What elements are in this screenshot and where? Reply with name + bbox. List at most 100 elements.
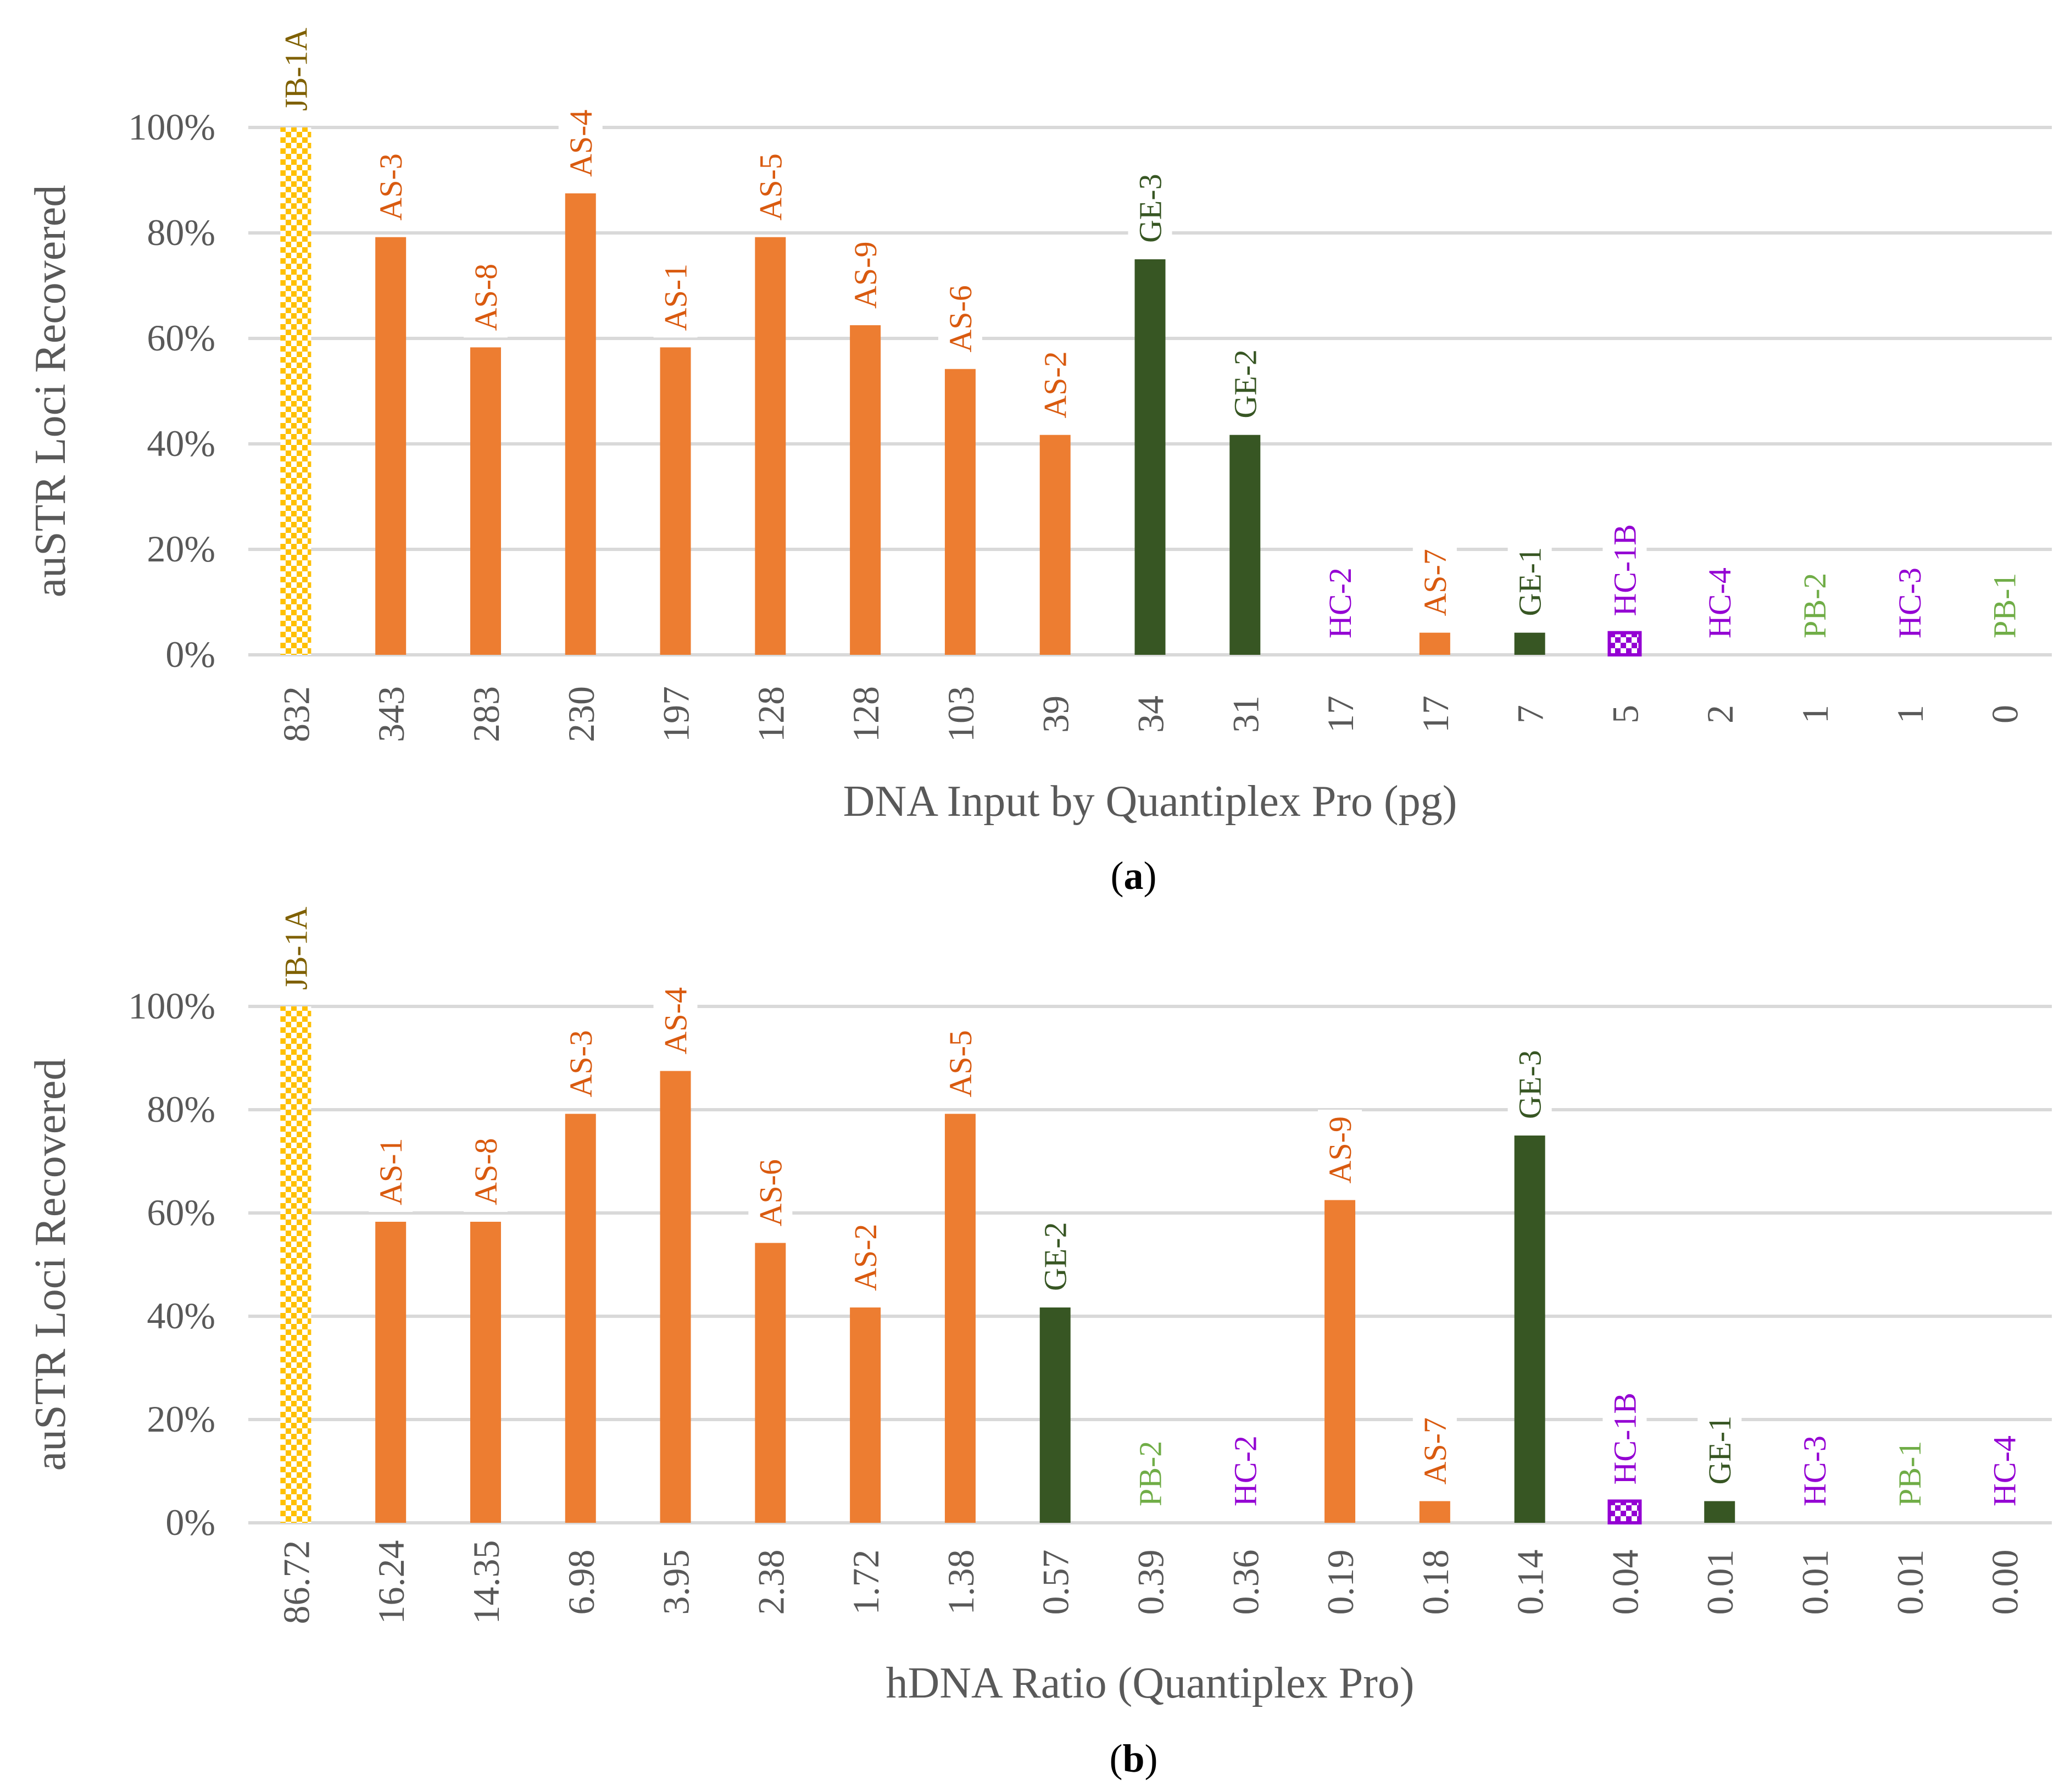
bar-as-9 [1324, 1200, 1356, 1523]
caption-letter: a [1124, 854, 1144, 898]
x-axis-title: hDNA Ratio (Quantiplex Pro) [886, 1659, 1414, 1707]
bar-label-background [1602, 517, 1647, 623]
bar-as-8 [470, 1221, 501, 1523]
bar-ge-1 [1514, 632, 1545, 655]
bar-data-label: PB-2 [1797, 573, 1833, 638]
bar-as-2 [850, 1307, 881, 1523]
x-tick-label: 103 [940, 686, 982, 742]
bar-label-background [274, 21, 318, 118]
x-tick-labels: 86.72 16.24 14.35 6.98 3.95 2.38 1.72 1.38 0.57 0… [275, 1540, 2025, 1624]
x-tick-label: 7 [1510, 705, 1551, 724]
bar-data-label: HC-3 [1892, 567, 1928, 638]
bar-label-background [938, 1023, 982, 1104]
bar-label-background [1793, 566, 1837, 645]
bar-hc-1b [1607, 631, 1642, 657]
bar-data-label: AS-7 [1417, 1417, 1453, 1484]
bar-label-background [1982, 566, 2027, 645]
bar-label-background [558, 103, 603, 183]
bar-data-label: GE-2 [1038, 1222, 1073, 1291]
x-tick-label: 17 [1415, 695, 1456, 733]
x-tick-label: 17 [1320, 695, 1361, 733]
x-tick-label: 2.38 [750, 1550, 792, 1615]
bar-label-background [1697, 1409, 1742, 1492]
bar-data-label: PB-2 [1133, 1441, 1168, 1506]
x-tick-label: 86.72 [275, 1540, 317, 1624]
bar-label-background [1887, 1434, 1932, 1513]
bar-ge-2 [1039, 1307, 1071, 1523]
bar-label-background [1697, 561, 1742, 645]
bar-label-background [1412, 542, 1457, 623]
x-tick-labels: 832 343 283 230 197 128 128 103 39 34 31 17 17 7 5 2 1 1 0 [275, 686, 2025, 742]
x-tick-label: 0.57 [1035, 1550, 1077, 1615]
y-tick-label: 20% [147, 528, 215, 570]
caption-open-paren: ( [1111, 854, 1124, 898]
bar-data-label: HC-4 [1987, 1435, 2023, 1506]
y-tick-label: 0% [165, 1501, 215, 1543]
x-tick-label: 0.01 [1889, 1550, 1931, 1615]
bar-label-background [1033, 1215, 1077, 1298]
bar-data-label: PB-1 [1987, 573, 2023, 638]
x-tick-label: 0.36 [1224, 1550, 1266, 1615]
bar-data-label: JB-1A [278, 27, 314, 111]
bar-data-label: AS-1 [658, 264, 694, 331]
y-tick-labels: 0% 20% 40% 60% 80% 100% [128, 106, 215, 675]
y-tick-labels: 0% 20% 40% 60% 80% 100% [128, 985, 215, 1543]
chart-panel-b: JB-1A AS-1 AS-8 AS-3 AS-4 AS-6 AS-2 AS-5 GE-2 PB-… [26, 900, 2052, 1780]
bar-data-label: GE-1 [1702, 1416, 1738, 1485]
bar-label-background [843, 1217, 888, 1298]
bar-data-label: HC-3 [1797, 1435, 1833, 1506]
x-tick-label: 0.00 [1984, 1550, 2026, 1615]
bar-as-5 [755, 237, 786, 655]
x-tick-label: 6.98 [560, 1550, 602, 1615]
gridlines [248, 1005, 2052, 1524]
y-tick-label: 20% [147, 1398, 215, 1440]
x-tick-label: 39 [1035, 695, 1077, 733]
x-tick-label: 34 [1130, 695, 1172, 733]
bar-label-background [1412, 1411, 1457, 1492]
bar-data-label: GE-1 [1512, 547, 1548, 616]
bar-data-label: AS-9 [1322, 1116, 1358, 1183]
bar-label-background [274, 900, 318, 997]
bar-data-label: AS-9 [848, 242, 883, 309]
bar-as-1 [660, 347, 691, 655]
x-tick-label: 197 [655, 686, 697, 742]
bar-ge-1 [1704, 1501, 1735, 1523]
bar-label-background [558, 1023, 603, 1104]
y-tick-label: 100% [128, 985, 215, 1027]
bar-label-background [1223, 343, 1267, 425]
caption-open-paren: ( [1109, 1737, 1122, 1780]
x-tick-label: 0.39 [1130, 1550, 1172, 1615]
bar-label-background [843, 235, 888, 315]
bar-label-background [369, 147, 413, 227]
bar-as-6 [944, 369, 976, 655]
bar-data-label: AS-2 [848, 1224, 883, 1291]
y-tick-label: 100% [128, 106, 215, 148]
bar-data-label: AS-2 [1038, 351, 1073, 418]
bar-ge-3 [1514, 1136, 1545, 1523]
bar-as-5 [944, 1114, 976, 1523]
bar-as-1 [375, 1221, 407, 1523]
bar-data-label: JB-1A [278, 906, 314, 990]
bar-as-7 [1419, 1501, 1450, 1523]
bar-label-background [653, 257, 698, 338]
bar-data-label: HC-4 [1702, 567, 1738, 638]
y-tick-label: 80% [147, 1088, 215, 1130]
x-tick-label: 343 [370, 686, 412, 742]
bar-data-label: AS-5 [753, 153, 788, 220]
bar-as-6 [755, 1243, 786, 1523]
x-tick-label: 128 [750, 686, 792, 742]
y-tick-label: 80% [147, 212, 215, 253]
x-tick-label: 0.01 [1699, 1550, 1741, 1615]
bar-data-label: AS-1 [373, 1138, 409, 1205]
bars [280, 1006, 1735, 1525]
chart-panel-a: JB-1A AS-3 AS-8 AS-4 AS-1 AS-5 AS-9 AS-6 AS-2 GE-… [26, 21, 2052, 898]
bar-as-7 [1419, 632, 1450, 655]
bar-data-label: AS-3 [563, 1030, 599, 1097]
bar-label-background [938, 279, 982, 359]
bar-label-background [1793, 1429, 1837, 1513]
bar-as-9 [850, 325, 881, 655]
bar-as-3 [375, 237, 407, 655]
bar-label-background [463, 1131, 508, 1212]
bar-data-label: HC-1B [1607, 524, 1643, 616]
bar-data-label: AS-5 [943, 1030, 978, 1097]
